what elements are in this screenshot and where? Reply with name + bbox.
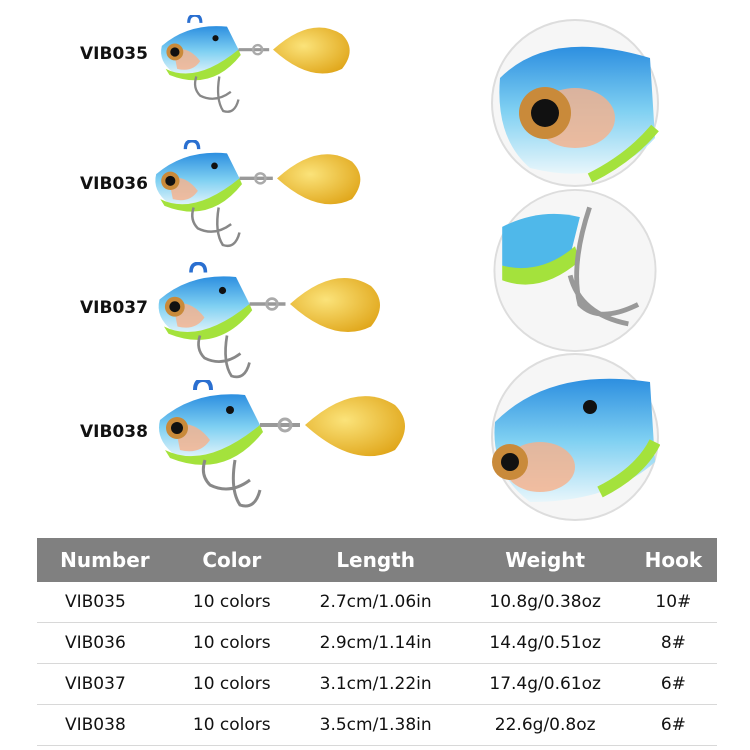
lure-label: VIB037 (80, 298, 148, 318)
cell-hook: 6# (629, 704, 717, 746)
detail-body-closeup (491, 353, 660, 521)
cell-number: VIB037 (37, 663, 173, 705)
detail-hook-closeup (493, 188, 657, 353)
table-row: VIB038 10 colors 3.5cm/1.38in 22.6g/0.8o… (37, 704, 717, 746)
cell-length: 2.7cm/1.06in (290, 582, 461, 623)
cell-hook: 10# (629, 582, 717, 623)
cell-number: VIB038 (37, 704, 173, 746)
cell-color: 10 colors (172, 704, 291, 746)
table-row: VIB035 10 colors 2.7cm/1.06in 10.8g/0.38… (37, 582, 717, 623)
lure-label: VIB038 (80, 422, 148, 442)
header-color: Color (172, 538, 291, 582)
lure-label: VIB036 (80, 174, 148, 194)
table-row: VIB037 10 colors 3.1cm/1.22in 17.4g/0.61… (37, 663, 717, 705)
cell-hook: 8# (629, 622, 717, 664)
cell-length: 3.5cm/1.38in (290, 704, 461, 746)
cell-color: 10 colors (172, 622, 291, 664)
detail-head-closeup (491, 19, 659, 187)
cell-weight: 10.8g/0.38oz (460, 582, 630, 623)
header-hook: Hook (629, 538, 717, 582)
lure-image-vib036 (152, 140, 402, 250)
cell-weight: 14.4g/0.51oz (460, 622, 630, 664)
cell-color: 10 colors (172, 663, 291, 705)
header-number: Number (37, 538, 173, 582)
spec-table: Number Color Length Weight Hook VIB035 1… (37, 538, 717, 746)
header-length: Length (290, 538, 461, 582)
cell-weight: 17.4g/0.61oz (460, 663, 630, 705)
cell-weight: 22.6g/0.8oz (460, 704, 630, 746)
cell-length: 3.1cm/1.22in (290, 663, 461, 705)
header-weight: Weight (460, 538, 630, 582)
table-row: VIB036 10 colors 2.9cm/1.14in 14.4g/0.51… (37, 622, 717, 664)
cell-color: 10 colors (172, 582, 291, 623)
lure-image-vib037 (155, 262, 425, 382)
lure-image-vib038 (155, 380, 455, 510)
cell-number: VIB036 (37, 622, 173, 664)
cell-hook: 6# (629, 663, 717, 705)
lure-label: VIB035 (80, 44, 148, 64)
table-header-row: Number Color Length Weight Hook (37, 538, 717, 582)
cell-length: 2.9cm/1.14in (290, 622, 461, 664)
lure-image-vib035 (158, 15, 388, 115)
cell-number: VIB035 (37, 582, 173, 623)
